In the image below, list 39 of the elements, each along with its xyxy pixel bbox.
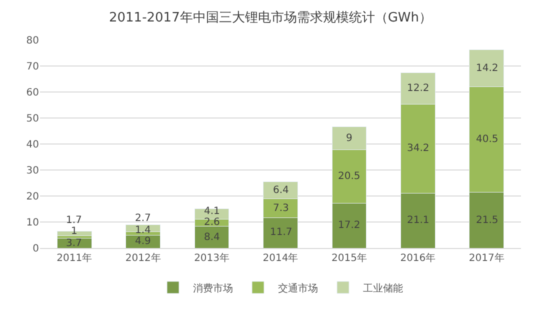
chart-title: 2011-2017年中国三大锂电市场需求规模统计（GWh） bbox=[108, 10, 432, 26]
y-tick-label: 30 bbox=[26, 166, 39, 176]
data-label: 21.5 bbox=[476, 215, 498, 226]
data-label: 8.4 bbox=[204, 232, 220, 243]
x-tick-label: 2017年 bbox=[468, 252, 504, 264]
x-tick-label: 2014年 bbox=[262, 252, 298, 264]
data-label: 12.2 bbox=[407, 83, 430, 94]
data-label: 4.1 bbox=[204, 206, 220, 217]
data-label: 14.2 bbox=[476, 63, 498, 74]
x-tick-label: 2011年 bbox=[56, 252, 92, 264]
data-label: 6.4 bbox=[273, 185, 289, 196]
data-label: 34.2 bbox=[407, 143, 430, 154]
data-label: 17.2 bbox=[338, 220, 360, 231]
x-tick-label: 2013年 bbox=[194, 252, 230, 264]
data-label: 21.1 bbox=[407, 215, 430, 226]
legend-label: 工业储能 bbox=[363, 282, 403, 294]
y-tick-label: 0 bbox=[32, 244, 39, 254]
y-tick-label: 60 bbox=[26, 88, 39, 98]
y-tick-label: 70 bbox=[26, 62, 39, 72]
data-label: 2.6 bbox=[204, 217, 220, 228]
y-tick-label: 20 bbox=[26, 192, 39, 202]
data-label: 2.7 bbox=[135, 213, 151, 224]
data-label: 11.7 bbox=[270, 227, 292, 238]
data-label: 20.5 bbox=[338, 171, 360, 182]
data-label: 4.9 bbox=[135, 236, 151, 247]
legend-label: 交通市场 bbox=[278, 282, 318, 294]
y-tick-label: 50 bbox=[26, 114, 39, 124]
data-label: 9 bbox=[346, 133, 352, 144]
y-tick-label: 80 bbox=[26, 36, 39, 46]
data-label: 7.3 bbox=[273, 203, 289, 214]
data-label: 40.5 bbox=[476, 134, 498, 145]
data-label: 1.7 bbox=[66, 215, 82, 226]
data-label: 3.7 bbox=[66, 238, 82, 249]
y-tick-label: 10 bbox=[26, 218, 39, 228]
x-tick-label: 2015年 bbox=[331, 252, 367, 264]
x-tick-label: 2012年 bbox=[125, 252, 161, 264]
legend-label: 消费市场 bbox=[193, 282, 233, 294]
y-tick-label: 40 bbox=[26, 140, 39, 150]
x-tick-label: 2016年 bbox=[400, 252, 436, 264]
